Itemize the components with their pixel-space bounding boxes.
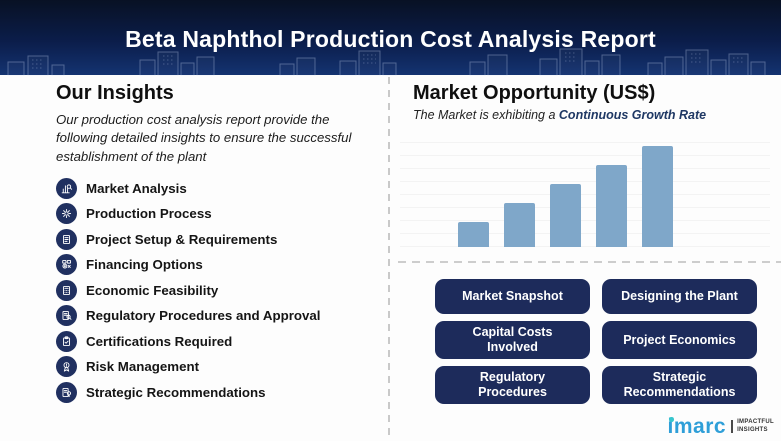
bar-chart-magnifier-icon: [56, 177, 77, 199]
bar-chart: [400, 133, 770, 247]
page-title: Beta Naphthol Production Cost Analysis R…: [125, 26, 656, 52]
left-panel: Our Insights Our production cost analysi…: [56, 82, 378, 405]
horizontal-dashed-divider: [398, 261, 781, 263]
award-ribbon-icon: [56, 356, 77, 378]
brand-i-dot: [669, 417, 674, 422]
insight-label: Production Process: [86, 206, 212, 222]
insights-description: Our production cost analysis report prov…: [56, 112, 352, 164]
chart-bar: [550, 184, 581, 247]
logo-tagline: IMPACTFUL INSIGHTS: [737, 419, 774, 434]
chart-bar: [596, 165, 627, 247]
logo-divider: [731, 420, 734, 433]
market-subtitle: The Market is exhibiting a Continuous Gr…: [413, 108, 773, 122]
clipboard-check-icon: [56, 330, 77, 352]
header-banner: Beta Naphthol Production Cost Analysis R…: [0, 0, 781, 76]
insight-label: Regulatory Procedures and Approval: [86, 308, 321, 324]
insight-label: Certifications Required: [86, 333, 233, 349]
market-opportunity-heading: Market Opportunity (US$): [413, 82, 656, 104]
insight-item-regulatory-procedures: Regulatory Procedures and Approval: [56, 303, 378, 329]
gear-icon: [56, 203, 77, 225]
insight-item-production-process: Production Process: [56, 201, 378, 227]
coins-icon: [56, 254, 77, 276]
insight-label: Market Analysis: [86, 180, 187, 196]
document-bulb-icon: [56, 381, 77, 403]
project-economics-button[interactable]: Project Economics: [602, 321, 757, 359]
city-skyline-graphic: [7, 48, 766, 76]
brand-wordmark: imarc: [667, 415, 727, 438]
insight-item-financing-options: Financing Options: [56, 252, 378, 278]
market-subtitle-prefix: The Market is exhibiting a: [413, 108, 559, 122]
logo-tagline-line1: IMPACTFUL: [737, 419, 774, 425]
growth-rate-accent: Continuous Growth Rate: [558, 108, 707, 122]
insight-label: Project Setup & Requirements: [86, 231, 278, 247]
chart-bar: [642, 146, 673, 247]
regulatory-procedures-button[interactable]: Regulatory Procedures: [435, 366, 590, 404]
designing-the-plant-button[interactable]: Designing the Plant: [602, 279, 757, 314]
vertical-dashed-divider: [388, 77, 390, 441]
insight-label: Risk Management: [86, 359, 200, 375]
topic-buttons-grid: Market Snapshot Designing the Plant Capi…: [435, 279, 757, 404]
right-panel-header: Market Opportunity (US$) The Market is e…: [413, 82, 773, 122]
document-list-icon: [56, 228, 77, 250]
insights-list: Market Analysis Production Process Proje…: [56, 175, 378, 405]
insight-item-project-setup: Project Setup & Requirements: [56, 226, 378, 252]
insight-label: Economic Feasibility: [86, 282, 219, 298]
chart-bar: [504, 202, 535, 247]
insight-item-strategic-recommendations: Strategic Recommendations: [56, 379, 378, 405]
market-snapshot-button[interactable]: Market Snapshot: [435, 279, 590, 314]
insights-heading: Our Insights: [56, 82, 174, 104]
bar-chart-bars: [458, 146, 673, 247]
insight-item-risk-management: Risk Management: [56, 354, 378, 380]
document-magnifier-icon: [56, 305, 77, 327]
insight-item-certifications-required: Certifications Required: [56, 328, 378, 354]
calculator-icon: [56, 279, 77, 301]
insight-label: Strategic Recommendations: [86, 384, 266, 400]
capital-costs-involved-button[interactable]: Capital Costs Involved: [435, 321, 590, 359]
insight-item-market-analysis: Market Analysis: [56, 175, 378, 201]
insight-label: Financing Options: [86, 257, 203, 273]
strategic-recommendations-button[interactable]: Strategic Recommendations: [602, 366, 757, 404]
insight-item-economic-feasibility: Economic Feasibility: [56, 277, 378, 303]
chart-bar: [458, 221, 489, 247]
imarc-logo: imarc IMPACTFUL INSIGHTS: [668, 416, 774, 437]
logo-tagline-line2: INSIGHTS: [737, 426, 768, 433]
